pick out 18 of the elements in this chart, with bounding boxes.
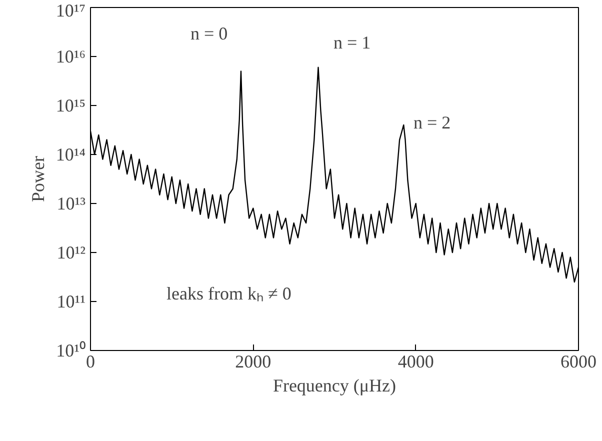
annotation: leaks from kₕ ≠ 0 <box>166 284 292 304</box>
y-tick-label: 10¹³ <box>56 194 86 214</box>
y-tick-label: 10¹⁵ <box>56 96 86 116</box>
y-tick-label: 10¹⁶ <box>56 46 86 66</box>
annotation: n = 2 <box>414 112 451 132</box>
x-tick-label: 6000 <box>560 352 596 372</box>
y-tick-label: 10¹⁷ <box>56 0 86 20</box>
y-tick-label: 10¹⁰ <box>56 340 86 360</box>
y-axis-title: Power <box>28 156 48 202</box>
x-tick-label: 0 <box>86 352 95 372</box>
annotation: n = 0 <box>190 24 228 44</box>
x-axis-title: Frequency (μHz) <box>272 376 396 396</box>
y-tick-label: 10¹² <box>56 242 86 262</box>
annotation: n = 1 <box>334 32 371 52</box>
y-tick-label: 10¹¹ <box>56 292 86 312</box>
x-tick-label: 4000 <box>398 352 434 372</box>
x-tick-label: 2000 <box>235 352 272 372</box>
y-tick-label: 10¹⁴ <box>56 144 86 164</box>
